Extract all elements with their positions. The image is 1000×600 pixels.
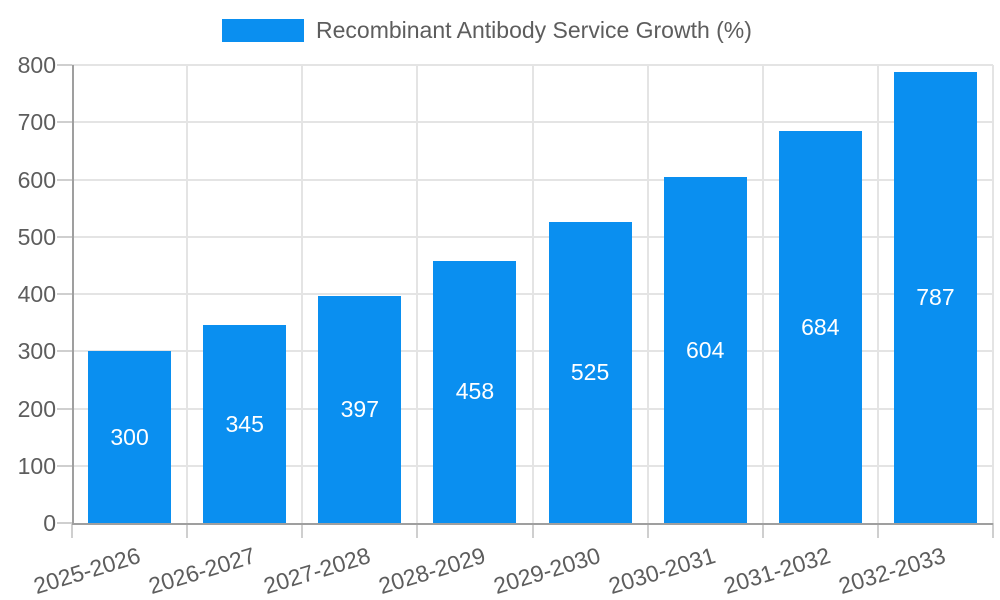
x-axis-tick	[646, 523, 649, 538]
gridline-vertical	[301, 65, 304, 523]
x-axis-tick	[876, 523, 879, 538]
legend-swatch	[222, 19, 304, 42]
gridline-vertical	[416, 65, 419, 523]
bar-value-label: 300	[110, 423, 149, 450]
y-axis-tick	[57, 464, 72, 467]
x-axis-tick	[71, 523, 73, 538]
bar-2025-2026[interactable]: 300	[88, 351, 172, 523]
y-axis-tick-label: 400	[17, 281, 56, 307]
legend-label: Recombinant Antibody Service Growth (%)	[316, 17, 752, 43]
y-axis-tick	[57, 121, 72, 124]
bar-2031-2032[interactable]: 684	[778, 131, 862, 523]
bar-value-label: 604	[686, 336, 725, 363]
y-axis-tick-label: 0	[43, 510, 56, 536]
x-axis-tick	[186, 523, 189, 538]
gridline-vertical	[761, 65, 764, 523]
x-axis-tick	[761, 523, 764, 538]
x-axis-tick	[301, 523, 304, 538]
x-axis-tick	[416, 523, 419, 538]
y-axis-tick	[57, 293, 72, 295]
gridline-vertical	[186, 65, 189, 523]
x-axis-tick	[992, 523, 994, 538]
y-axis-tick	[57, 522, 72, 524]
bar-value-label: 525	[570, 359, 610, 386]
y-axis-tick-label: 100	[17, 452, 56, 479]
y-axis-tick	[57, 64, 72, 66]
gridline-vertical	[646, 65, 649, 523]
y-axis-tick	[57, 407, 72, 410]
y-axis-tick	[57, 350, 72, 353]
bar-2029-2030[interactable]: 525	[548, 222, 632, 523]
y-axis-tick-label: 800	[17, 52, 56, 78]
bar-2032-2033[interactable]: 787	[893, 72, 977, 523]
bar-value-label: 458	[455, 378, 495, 405]
y-axis-tick-label: 300	[17, 338, 56, 365]
y-axis-tick	[57, 178, 72, 181]
gridline-vertical	[992, 65, 994, 523]
x-axis-tick	[531, 523, 534, 538]
y-axis-line	[72, 65, 74, 523]
y-axis-tick-label: 200	[17, 395, 56, 422]
gridline-vertical	[531, 65, 534, 523]
y-axis-tick	[57, 235, 72, 238]
bar-2028-2029[interactable]: 458	[433, 260, 517, 523]
y-axis-tick-label: 700	[17, 109, 56, 136]
bar-value-label: 787	[916, 284, 955, 311]
legend[interactable]: Recombinant Antibody Service Growth (%)	[222, 19, 752, 42]
y-axis-tick-label: 600	[17, 166, 56, 193]
x-axis-line	[72, 523, 993, 525]
bar-2026-2027[interactable]: 345	[203, 325, 287, 523]
bar-value-label: 397	[340, 395, 379, 422]
gridline-vertical	[876, 65, 879, 523]
bar-2027-2028[interactable]: 397	[318, 295, 402, 523]
y-axis-tick-label: 500	[17, 223, 56, 250]
bar-2030-2031[interactable]: 604	[663, 177, 747, 523]
bar-value-label: 684	[801, 313, 840, 340]
plot-area: 0 100 200 300 400 500 600 700 800 2025-2026 2026-2…	[18, 53, 994, 599]
bar-value-label: 345	[225, 410, 264, 437]
